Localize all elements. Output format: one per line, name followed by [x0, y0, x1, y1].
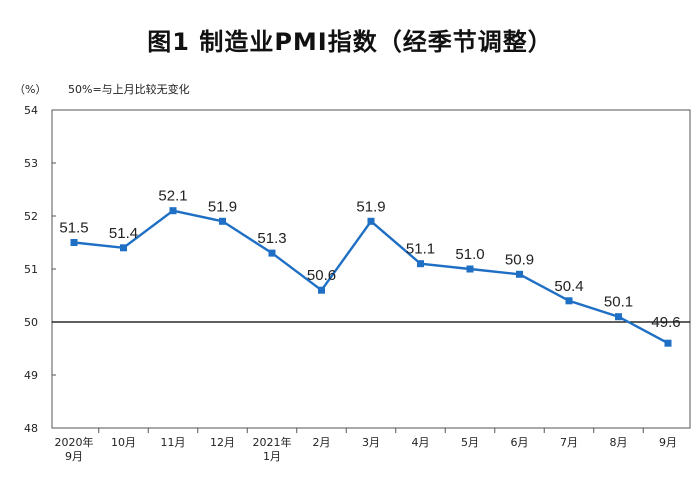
x-tick-label: 5月 — [461, 436, 479, 449]
data-label: 51.0 — [455, 246, 484, 263]
data-point — [565, 297, 573, 305]
data-label: 51.3 — [257, 230, 286, 247]
chart-title: 图1 制造业PMI指数（经季节调整） — [147, 28, 553, 56]
data-point — [268, 249, 276, 257]
y-tick-label: 49 — [24, 369, 38, 382]
y-tick-label: 48 — [24, 422, 38, 435]
data-label: 50.9 — [505, 251, 534, 268]
x-tick-label: 9月 — [659, 436, 677, 449]
x-tick-label: 4月 — [412, 436, 430, 449]
x-tick-label: 10月 — [111, 436, 136, 449]
y-axis-label: （%） — [14, 83, 46, 96]
x-tick-label: 8月 — [610, 436, 628, 449]
data-label: 50.4 — [554, 278, 583, 295]
x-tick-label: 3月 — [362, 436, 380, 449]
data-label: 51.4 — [109, 225, 138, 242]
data-label: 50.6 — [307, 267, 336, 284]
data-point — [219, 217, 226, 225]
data-label: 52.1 — [158, 188, 187, 205]
data-point — [70, 239, 78, 246]
data-point — [367, 217, 375, 225]
data-label: 51.1 — [406, 241, 435, 258]
data-point — [664, 339, 672, 347]
x-tick-label: 7月 — [560, 436, 578, 449]
data-point — [466, 265, 474, 273]
data-label: 51.5 — [59, 220, 88, 237]
x-tick-label: 12月 — [210, 436, 235, 449]
annotation-note: 50%=与上月比较无变化 — [68, 82, 190, 96]
data-label: 49.6 — [651, 314, 680, 331]
data-point — [318, 286, 325, 294]
x-tick-label: 2020年 9月 — [55, 435, 94, 463]
series-group — [70, 207, 672, 347]
x-tick-label: 2021年 1月 — [253, 435, 292, 463]
x-tick-label: 11月 — [161, 436, 186, 449]
x-tick-label: 2月 — [313, 436, 331, 449]
plot-frame — [51, 109, 691, 429]
y-tick-label: 51 — [24, 263, 38, 276]
data-point — [417, 260, 424, 268]
data-labels: 51.5 51.4 52.1 51.9 51.3 50.6 51.9 51.1 51.0 50.9… — [59, 188, 680, 332]
data-point — [169, 207, 177, 215]
y-tick-label: 54 — [24, 104, 38, 117]
y-tick-label: 52 — [24, 210, 38, 223]
y-tick-label: 53 — [24, 157, 38, 170]
data-label: 51.9 — [356, 198, 385, 215]
data-label: 51.9 — [208, 198, 237, 215]
data-point — [120, 244, 127, 252]
data-label: 50.1 — [604, 294, 633, 311]
axes: （%） 50%=与上月比较无变化 48 49 50 51 52 53 54 2020年 9月 10月 1… — [14, 82, 691, 463]
y-tick-label: 50 — [24, 316, 38, 329]
x-tick-label: 6月 — [511, 436, 529, 449]
data-point — [615, 313, 622, 321]
data-point — [516, 270, 523, 278]
